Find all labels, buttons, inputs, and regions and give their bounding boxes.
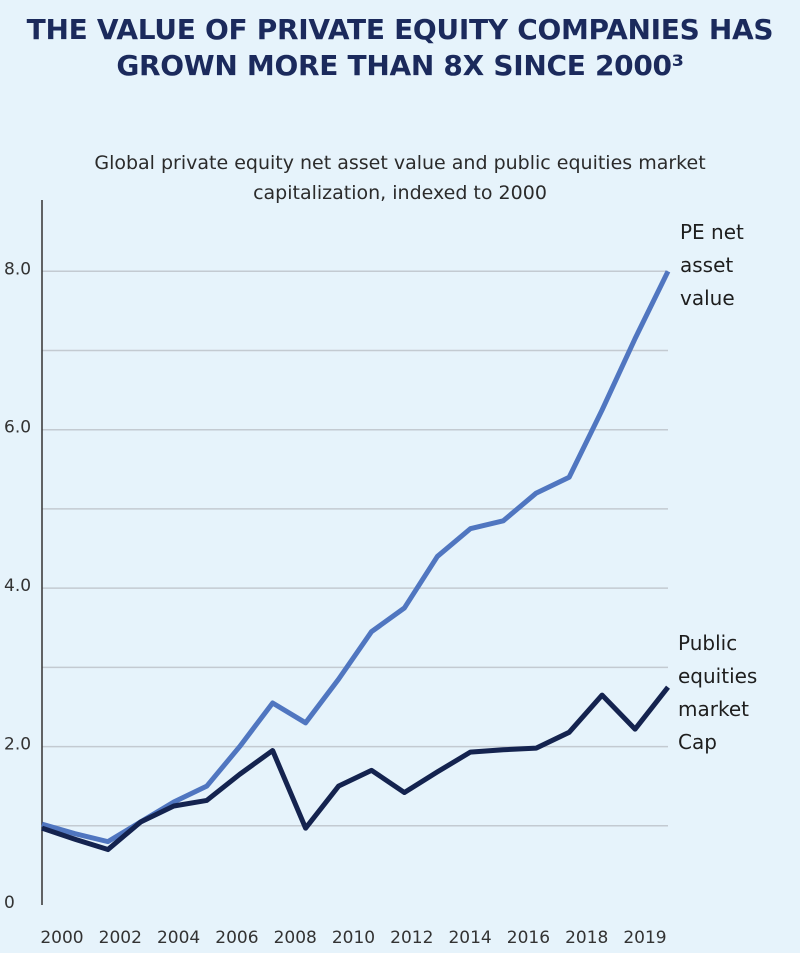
y-tick-label: 2.0 — [4, 735, 31, 755]
y-tick-label: 6.0 — [4, 418, 31, 438]
x-tick-label: 2019 — [623, 928, 666, 948]
x-tick-label: 2012 — [390, 928, 433, 948]
x-tick-label: 2002 — [99, 928, 142, 948]
x-tick-label: 2004 — [157, 928, 200, 948]
y-tick-label: 8.0 — [4, 259, 31, 279]
chart-subtitle: Global private equity net asset value an… — [94, 152, 706, 204]
x-tick-label: 2006 — [215, 928, 258, 948]
y-tick-label: 0 — [4, 893, 15, 913]
x-tick-label: 2010 — [332, 928, 375, 948]
x-tick-label: 2008 — [274, 928, 317, 948]
x-tick-label: 2018 — [565, 928, 608, 948]
y-tick-label: 4.0 — [4, 576, 31, 596]
x-tick-label: 2000 — [40, 928, 83, 948]
series-label: PE net asset value — [680, 220, 744, 310]
series-line — [41, 270, 671, 845]
series-line — [41, 685, 670, 853]
x-tick-label: 2016 — [507, 928, 550, 948]
x-tick-label: 2014 — [448, 928, 491, 948]
chart-title: THE VALUE OF PRIVATE EQUITY COMPANIES HA… — [26, 13, 774, 82]
series-label: Public equities market Cap — [678, 631, 758, 754]
